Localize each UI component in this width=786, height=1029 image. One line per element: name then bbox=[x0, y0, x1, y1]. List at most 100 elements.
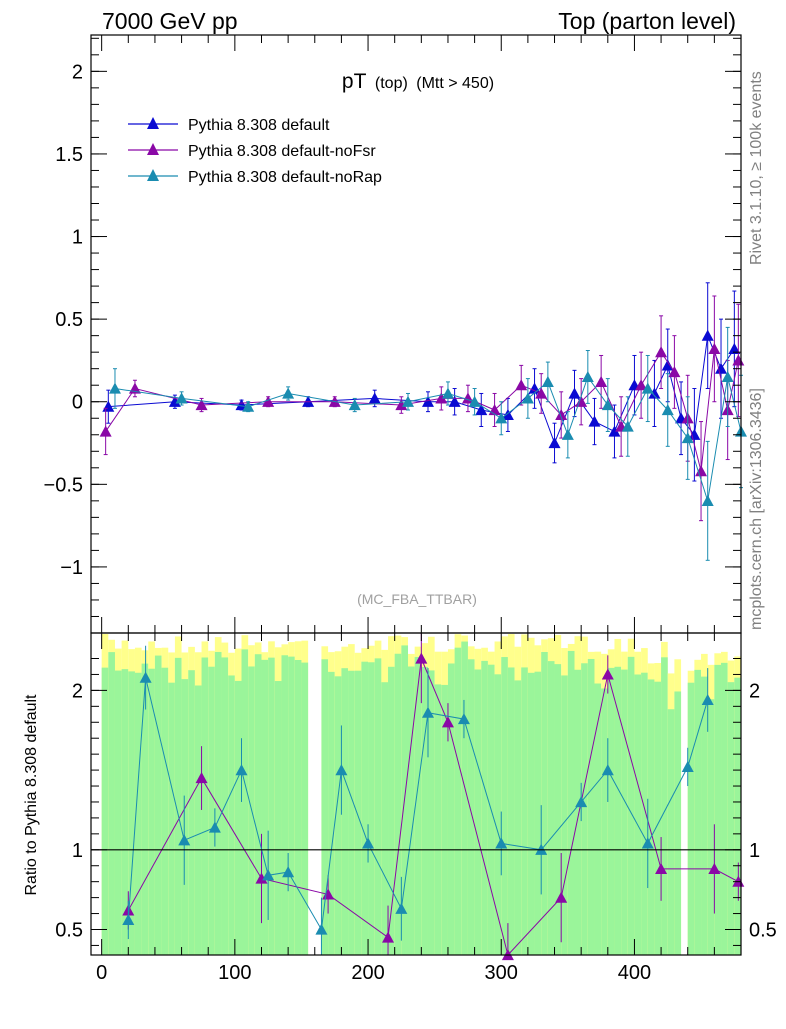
ratio-band-green bbox=[194, 685, 202, 955]
ratio-band-green bbox=[427, 670, 435, 955]
main-ytick-label: −0.5 bbox=[44, 474, 83, 496]
main-ytick-label: 1.5 bbox=[55, 144, 83, 166]
ratio-band-green bbox=[394, 653, 402, 955]
main-point-default bbox=[568, 387, 581, 399]
main-point-nofsr bbox=[708, 342, 721, 354]
ratio-band-green bbox=[654, 681, 662, 955]
ratio-band-green bbox=[474, 669, 482, 955]
main-point-norap bbox=[282, 387, 295, 399]
ratio-point-norap bbox=[315, 923, 328, 935]
main-point-default bbox=[501, 408, 514, 421]
legend-entry-norap: Pythia 8.308 default-noRap bbox=[128, 169, 382, 186]
ratio-band-green bbox=[288, 656, 295, 955]
main-point-nofsr bbox=[435, 392, 448, 404]
ratio-point-norap bbox=[457, 713, 470, 725]
main-point-norap bbox=[701, 494, 714, 506]
ratio-point-norap bbox=[495, 837, 508, 849]
ratio-band-green bbox=[328, 671, 335, 955]
header-right: Top (parton level) bbox=[558, 8, 736, 34]
main-point-nofsr bbox=[535, 387, 548, 399]
main-point-default bbox=[661, 359, 674, 371]
ratio-band-green bbox=[734, 677, 741, 955]
ratio-xtick-label: 0 bbox=[96, 962, 107, 984]
ratio-ytick-label-right: 1 bbox=[749, 840, 760, 862]
ratio-band-green bbox=[507, 667, 515, 955]
main-point-norap bbox=[402, 395, 415, 407]
main-ytick-label: 0.5 bbox=[55, 309, 83, 331]
ratio-band-green bbox=[534, 671, 542, 955]
main-point-norap bbox=[175, 392, 188, 404]
main-point-nofsr bbox=[555, 408, 568, 421]
ratio-ytick-label-right: 2 bbox=[749, 680, 760, 702]
ratio-band-green bbox=[447, 663, 455, 955]
ratio-band-green bbox=[547, 661, 555, 955]
ratio-point-norap bbox=[701, 693, 714, 706]
ratio-band-green bbox=[128, 671, 135, 955]
ratio-point-norap bbox=[362, 837, 375, 849]
ratio-band-green bbox=[294, 660, 302, 955]
ratio-band-green bbox=[234, 680, 242, 955]
ratio-point-norap bbox=[208, 821, 221, 833]
main-point-nofsr bbox=[695, 465, 708, 477]
ratio-point-norap bbox=[139, 671, 152, 683]
main-point-default bbox=[588, 415, 601, 427]
main-title: pT (top) (Mtt > 450) bbox=[342, 70, 494, 93]
legend-label-nofsr: Pythia 8.308 default-noFsr bbox=[188, 143, 376, 160]
main-point-default bbox=[421, 395, 434, 407]
ratio-point-norap bbox=[235, 764, 248, 776]
main-point-default bbox=[168, 395, 181, 407]
ratio-point-norap bbox=[575, 795, 588, 808]
main-point-norap bbox=[681, 432, 694, 444]
ratio-band-green bbox=[228, 675, 235, 955]
ratio-band-green bbox=[494, 674, 502, 955]
ratio-band-green bbox=[727, 682, 735, 955]
legend-marker-norap bbox=[147, 169, 159, 181]
ratio-band-green bbox=[274, 681, 282, 955]
main-point-nofsr bbox=[595, 375, 608, 388]
main-point-default bbox=[728, 342, 741, 354]
main-point-nofsr bbox=[395, 399, 408, 411]
ratio-point-nofsr bbox=[555, 891, 568, 903]
ratio-band-green bbox=[354, 670, 362, 955]
ratio-band-green bbox=[667, 709, 675, 955]
ratio-point-norap bbox=[421, 706, 434, 718]
ratio-band-green bbox=[148, 668, 155, 955]
ratio-band-green bbox=[581, 663, 588, 955]
main-point-norap bbox=[441, 387, 454, 399]
ratio-xtick-label: 200 bbox=[351, 962, 384, 984]
ratio-point-norap bbox=[262, 869, 275, 881]
ratio-band-green bbox=[408, 666, 415, 955]
main-point-norap bbox=[601, 399, 614, 411]
main-title-sub1: (top) bbox=[375, 75, 408, 92]
ratio-band-green bbox=[121, 669, 129, 955]
ratio-point-norap bbox=[601, 764, 614, 776]
ratio-xtick-label: 100 bbox=[218, 962, 251, 984]
ratio-band-green bbox=[154, 655, 162, 955]
ratio-band-green bbox=[361, 661, 369, 955]
ratio-band-green bbox=[567, 650, 575, 955]
ratio-band-green bbox=[647, 679, 655, 955]
ratio-band-green bbox=[281, 655, 289, 955]
ratio-band-green bbox=[514, 680, 522, 955]
ratio-band-green bbox=[627, 656, 635, 955]
main-point-default bbox=[648, 387, 661, 399]
ratio-band-green bbox=[674, 691, 682, 955]
ratio-point-nofsr bbox=[195, 772, 208, 784]
ratio-band-green bbox=[621, 669, 628, 955]
ratio-band-green bbox=[574, 669, 582, 955]
ratio-band-green bbox=[587, 658, 595, 955]
main-point-nofsr bbox=[655, 346, 668, 358]
ratio-point-nofsr bbox=[415, 652, 428, 664]
ratio-band-green bbox=[168, 682, 175, 955]
ratio-panel-frame bbox=[90, 632, 742, 956]
ratio-band-green bbox=[661, 657, 668, 955]
main-point-nofsr bbox=[668, 365, 681, 378]
main-point-default bbox=[688, 428, 701, 440]
ratio-band-green bbox=[374, 658, 382, 955]
main-point-nofsr bbox=[515, 379, 528, 391]
ratio-point-nofsr bbox=[655, 862, 668, 875]
ratio-band-green bbox=[701, 676, 708, 955]
ratio-band-green bbox=[601, 688, 608, 955]
legend-marker-default bbox=[147, 117, 159, 129]
